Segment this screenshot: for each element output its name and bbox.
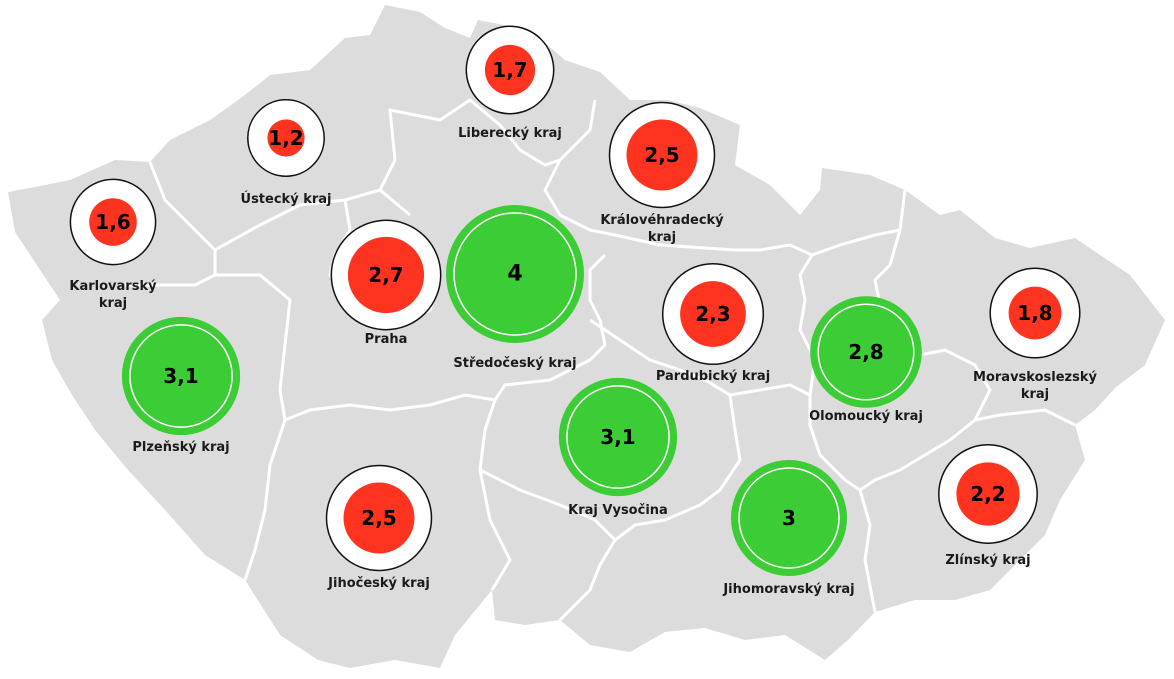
- bubble-fill-moravskoslezsky: [1008, 286, 1062, 340]
- bubble-outer-stredocesky: [446, 205, 584, 343]
- region-borders: [125, 98, 1076, 622]
- region-marker-zlinsky: 2,2 Zlínský kraj: [938, 444, 1038, 568]
- bubble-fill-karlovarsky: [89, 198, 137, 246]
- bubble-value-stredocesky: 4: [507, 262, 522, 287]
- bubble-value-plzensky: 3,1: [163, 364, 198, 388]
- bubble-fill-jihocesky: [343, 482, 415, 554]
- bubble-fill-liberecky: [484, 44, 536, 96]
- region-label-jihocesky: Jihočeský kraj: [327, 576, 430, 591]
- region-marker-plzensky: 3,1 Plzeňský kraj: [121, 316, 241, 455]
- region-label-stredocesky: Středočeský kraj: [453, 356, 576, 371]
- region-marker-liberecky: 1,7 Liberecký kraj: [458, 25, 562, 141]
- bubble-ring-vysocina: [566, 385, 670, 489]
- region-label-karlovarsky-line-1: Karlovarský: [69, 279, 157, 294]
- bubble-value-jihocesky: 2,5: [361, 506, 396, 530]
- region-label-kralovehradecky-line-2: kraj: [648, 230, 676, 245]
- bubble-value-jihomoravsky: 3: [782, 506, 796, 530]
- region-marker-jihomoravsky: 3 Jihomoravský kraj: [722, 460, 855, 597]
- bubble-fill-kralovehradecky: [626, 119, 698, 191]
- bubble-fill-zlinsky: [956, 462, 1020, 526]
- bubble-ring-plzensky: [129, 324, 233, 428]
- bubble-value-zlinsky: 2,2: [970, 482, 1005, 506]
- region-marker-olomoucky: 2,8 Olomoucký kraj: [809, 296, 923, 424]
- bubble-value-vysocina: 3,1: [600, 425, 635, 449]
- region-marker-praha: 2,7 Praha: [330, 219, 442, 347]
- bubble-value-ustecky: 1,2: [268, 126, 303, 150]
- region-marker-stredocesky: 4 Středočeský kraj: [446, 205, 584, 371]
- region-label-plzensky: Plzeňský kraj: [132, 440, 229, 455]
- bubble-value-olomoucky: 2,8: [848, 340, 883, 364]
- region-marker-moravskoslezsky: 1,8 Moravskoslezský kraj: [973, 267, 1097, 402]
- region-marker-kralovehradecky: 2,5 Královéhradecký kraj: [600, 101, 724, 245]
- region-label-olomoucky: Olomoucký kraj: [809, 409, 923, 424]
- bubble-value-moravskoslezsky: 1,8: [1017, 301, 1052, 325]
- bubble-value-karlovarsky: 1,6: [95, 210, 130, 234]
- region-marker-karlovarsky: 1,6 Karlovarský kraj: [69, 178, 157, 311]
- bubbles-layer: 1,6 Karlovarský kraj 1,2 Ústecký kraj 1,7 Libe…: [69, 25, 1097, 597]
- region-marker-vysocina: 3,1 Kraj Vysočina: [558, 377, 678, 518]
- bubble-value-kralovehradecky: 2,5: [644, 143, 679, 167]
- bubble-ring-jihomoravsky: [738, 467, 840, 569]
- region-label-praha: Praha: [365, 332, 408, 347]
- bubble-fill-ustecky: [267, 119, 305, 157]
- region-marker-pardubicky: 2,3 Pardubický kraj: [656, 262, 770, 384]
- region-label-ustecky: Ústecký kraj: [241, 191, 332, 207]
- region-label-pardubicky: Pardubický kraj: [656, 369, 770, 384]
- bubble-fill-praha: [347, 236, 425, 314]
- bubble-outer-vysocina: [558, 377, 678, 497]
- region-label-moravskoslezsky-line-2: kraj: [1021, 387, 1049, 402]
- region-label-liberecky: Liberecký kraj: [458, 126, 562, 141]
- region-label-moravskoslezsky-line-1: Moravskoslezský: [973, 370, 1097, 385]
- region-label-kralovehradecky-line-1: Královéhradecký: [600, 213, 724, 228]
- bubble-outer-plzensky: [121, 316, 241, 436]
- bubble-value-praha: 2,7: [368, 263, 403, 287]
- region-label-zlinsky: Zlínský kraj: [945, 553, 1030, 568]
- bubble-ring-olomoucky: [817, 303, 915, 401]
- bubble-value-liberecky: 1,7: [492, 58, 527, 82]
- region-label-karlovarsky-line-2: kraj: [99, 296, 127, 311]
- region-label-vysocina: Kraj Vysočina: [568, 503, 668, 518]
- region-marker-jihocesky: 2,5 Jihočeský kraj: [325, 464, 433, 591]
- bubble-outer-olomoucky: [810, 296, 922, 408]
- region-marker-ustecky: 1,2 Ústecký kraj: [241, 99, 332, 207]
- bubble-ring-stredocesky: [453, 212, 577, 336]
- bubble-value-pardubicky: 2,3: [695, 302, 730, 326]
- bubble-outer-jihomoravsky: [731, 460, 847, 576]
- bubble-fill-pardubicky: [680, 281, 746, 347]
- region-label-jihomoravsky: Jihomoravský kraj: [722, 582, 854, 597]
